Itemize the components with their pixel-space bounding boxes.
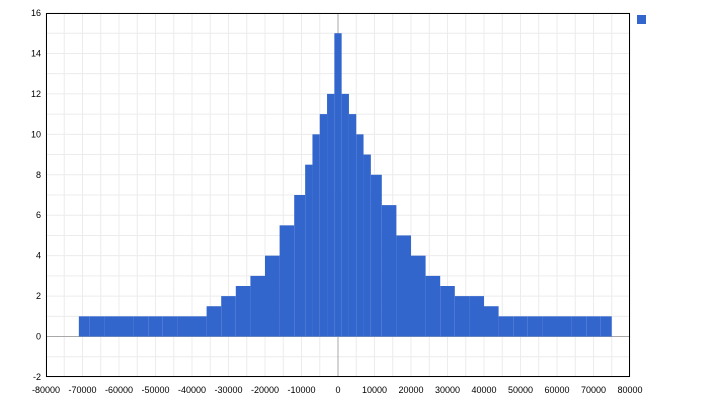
bar [513, 316, 528, 337]
bar [440, 286, 455, 337]
bar [348, 114, 357, 337]
x-tick-label: 70000 [581, 385, 606, 395]
legend-swatch [637, 15, 646, 24]
y-tick-label: 0 [36, 332, 41, 342]
bar [279, 225, 295, 337]
bar [484, 306, 499, 337]
y-tick-label: 12 [31, 89, 41, 99]
bar [250, 275, 265, 337]
bar [469, 296, 484, 337]
x-tick-label: -20000 [251, 385, 279, 395]
bar [312, 134, 320, 337]
bar [89, 316, 105, 337]
x-tick-label: -50000 [141, 385, 169, 395]
x-tick-label: 30000 [435, 385, 460, 395]
x-tick-label: 20000 [398, 385, 423, 395]
bar [327, 93, 335, 337]
y-tick-label: 16 [31, 8, 41, 18]
x-tick-labels: -80000 -70000 -60000 -50000 -40000 -30000 -200… [32, 385, 643, 395]
bar [557, 316, 572, 337]
y-tick-labels: -2 0 2 4 6 8 10 12 14 16 [31, 8, 41, 382]
bar [221, 296, 236, 337]
bar [396, 235, 411, 337]
bar [305, 164, 313, 337]
x-tick-label: 10000 [362, 385, 387, 395]
bar [425, 275, 441, 337]
x-tick-label: -10000 [287, 385, 315, 395]
x-tick-label: -80000 [32, 385, 60, 395]
bar [363, 154, 371, 337]
bar [356, 134, 364, 337]
plot-frame [46, 13, 630, 377]
bar [119, 316, 134, 337]
bar [341, 93, 349, 337]
y-tick-label: 10 [31, 129, 41, 139]
bar [265, 255, 280, 337]
bar [527, 316, 543, 337]
bar [571, 316, 587, 337]
x-tick-label: 50000 [508, 385, 533, 395]
bar [600, 316, 612, 337]
bar [104, 316, 119, 337]
x-tick-label: 60000 [544, 385, 569, 395]
x-tick-label: 0 [335, 385, 340, 395]
bar [542, 316, 557, 337]
y-tick-label: 2 [36, 291, 41, 301]
bar [206, 306, 222, 337]
bar [162, 316, 178, 337]
x-tick-label: -60000 [105, 385, 133, 395]
bar [454, 296, 470, 337]
y-tick-label: 4 [36, 251, 41, 261]
bar [319, 114, 328, 337]
y-tick-label: 14 [31, 48, 41, 58]
y-tick-label: 8 [36, 170, 41, 180]
bar [294, 195, 306, 337]
bar [78, 316, 90, 337]
x-tick-label: -30000 [214, 385, 242, 395]
x-tick-label: 80000 [617, 385, 642, 395]
bar [411, 255, 426, 337]
bar [177, 316, 192, 337]
x-tick-label: -40000 [178, 385, 206, 395]
bar [235, 286, 251, 337]
bars [78, 33, 612, 337]
bar [381, 205, 397, 337]
bar [498, 316, 514, 337]
y-tick-label: -2 [33, 372, 41, 382]
bar [133, 316, 149, 337]
x-tick-label: 40000 [471, 385, 496, 395]
bar [148, 316, 163, 337]
x-tick-label: -70000 [68, 385, 96, 395]
bar [586, 316, 601, 337]
bar [192, 316, 207, 337]
bar [370, 174, 382, 337]
y-tick-label: 6 [36, 210, 41, 220]
bar [334, 33, 342, 337]
